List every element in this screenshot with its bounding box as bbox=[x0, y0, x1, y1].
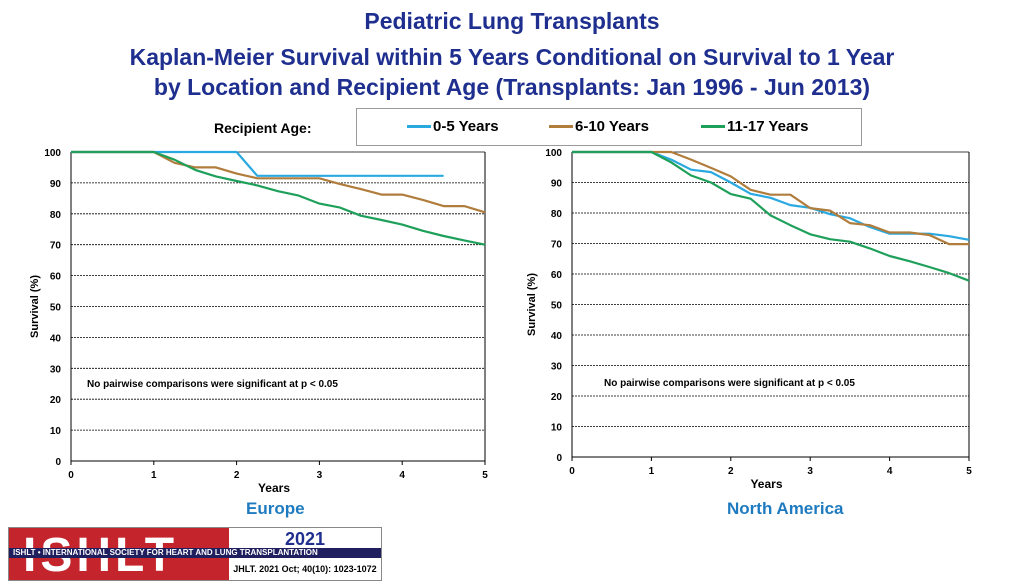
y-tick-label-europe: 90 bbox=[50, 179, 62, 190]
legend-label-6-10: 6-10 Years bbox=[575, 118, 649, 135]
y-tick-label-europe: 50 bbox=[50, 303, 62, 314]
y-tick-label-europe: 100 bbox=[44, 148, 61, 159]
y-tick-label-north-america: 40 bbox=[551, 331, 563, 342]
y-tick-label-north-america: 50 bbox=[551, 301, 563, 312]
x-tick-label-europe: 4 bbox=[399, 470, 405, 481]
x-tick-label-north-america: 4 bbox=[887, 466, 893, 477]
legend-swatch-0-5 bbox=[407, 125, 431, 128]
year-label: 2021 bbox=[229, 528, 381, 549]
legend-title: Recipient Age: bbox=[214, 120, 312, 136]
y-tick-label-north-america: 70 bbox=[551, 240, 563, 251]
legend-item-6-10: 6-10 Years bbox=[549, 118, 649, 135]
y-axis-label-north-america: Survival (%) bbox=[526, 273, 538, 336]
y-tick-label-europe: 80 bbox=[50, 210, 62, 221]
legend-item-11-17: 11-17 Years bbox=[701, 118, 808, 135]
x-tick-label-europe: 0 bbox=[68, 470, 74, 481]
y-tick-label-north-america: 20 bbox=[551, 392, 563, 403]
legend-label-11-17: 11-17 Years bbox=[727, 118, 809, 135]
y-tick-label-north-america: 100 bbox=[545, 148, 562, 159]
society-name: ISHLT • INTERNATIONAL SOCIETY FOR HEART … bbox=[9, 548, 381, 558]
y-tick-label-europe: 60 bbox=[50, 272, 62, 283]
y-tick-label-north-america: 10 bbox=[551, 423, 563, 434]
annotation-north-america: No pairwise comparisons were significant… bbox=[604, 378, 855, 389]
y-tick-label-north-america: 60 bbox=[551, 270, 563, 281]
chart-subtitle-line2: by Location and Recipient Age (Transplan… bbox=[153, 74, 871, 100]
chart-subtitle-line1: Kaplan-Meier Survival within 5 Years Con… bbox=[129, 44, 895, 70]
region-label-europe: Europe bbox=[246, 499, 305, 518]
legend-label-0-5: 0-5 Years bbox=[433, 118, 499, 135]
y-tick-label-europe: 10 bbox=[50, 426, 62, 437]
legend-swatch-6-10 bbox=[549, 125, 573, 128]
y-axis-label-europe: Survival (%) bbox=[29, 275, 41, 338]
y-tick-label-europe: 30 bbox=[50, 364, 62, 375]
page-title: Pediatric Lung Transplants bbox=[364, 8, 660, 34]
x-axis-label-north-america: Years bbox=[750, 477, 782, 491]
series-line-11-17-years-europe bbox=[71, 150, 486, 246]
series-line-0-5-years-europe bbox=[71, 150, 444, 177]
legend: 0-5 Years 6-10 Years 11-17 Years bbox=[356, 108, 862, 146]
x-tick-label-europe: 2 bbox=[234, 470, 240, 481]
y-tick-label-north-america: 30 bbox=[551, 362, 563, 373]
x-tick-label-north-america: 5 bbox=[966, 466, 972, 477]
region-label-north-america: North America bbox=[727, 499, 844, 518]
x-tick-label-north-america: 2 bbox=[728, 466, 734, 477]
y-tick-label-north-america: 90 bbox=[551, 179, 563, 190]
x-tick-label-north-america: 0 bbox=[569, 466, 575, 477]
citation: JHLT. 2021 Oct; 40(10): 1023-1072 bbox=[229, 558, 381, 580]
y-tick-label-europe: 40 bbox=[50, 333, 62, 344]
x-tick-label-europe: 3 bbox=[317, 470, 323, 481]
ishlt-logo: ISHLT ISHLT • INTERNATIONAL SOCIETY FOR … bbox=[9, 528, 381, 580]
x-tick-label-europe: 5 bbox=[482, 470, 488, 481]
legend-swatch-11-17 bbox=[701, 125, 725, 128]
series-line-6-10-years-north-america bbox=[572, 150, 969, 246]
y-tick-label-north-america: 0 bbox=[556, 453, 562, 464]
x-tick-label-north-america: 1 bbox=[649, 466, 655, 477]
series-line-11-17-years-north-america bbox=[572, 150, 970, 282]
x-axis-label-europe: Years bbox=[258, 481, 290, 495]
y-tick-label-europe: 0 bbox=[55, 457, 61, 468]
legend-item-0-5: 0-5 Years bbox=[407, 118, 499, 135]
series-line-0-5-years-north-america bbox=[572, 150, 970, 241]
series-line-6-10-years-europe bbox=[71, 150, 486, 214]
annotation-europe: No pairwise comparisons were significant… bbox=[87, 379, 338, 390]
footer-logo: ISHLT ISHLT • INTERNATIONAL SOCIETY FOR … bbox=[8, 527, 382, 581]
y-tick-label-europe: 70 bbox=[50, 241, 62, 252]
y-tick-label-europe: 20 bbox=[50, 395, 62, 406]
y-tick-label-north-america: 80 bbox=[551, 209, 563, 220]
x-tick-label-europe: 1 bbox=[151, 470, 157, 481]
x-tick-label-north-america: 3 bbox=[807, 466, 813, 477]
